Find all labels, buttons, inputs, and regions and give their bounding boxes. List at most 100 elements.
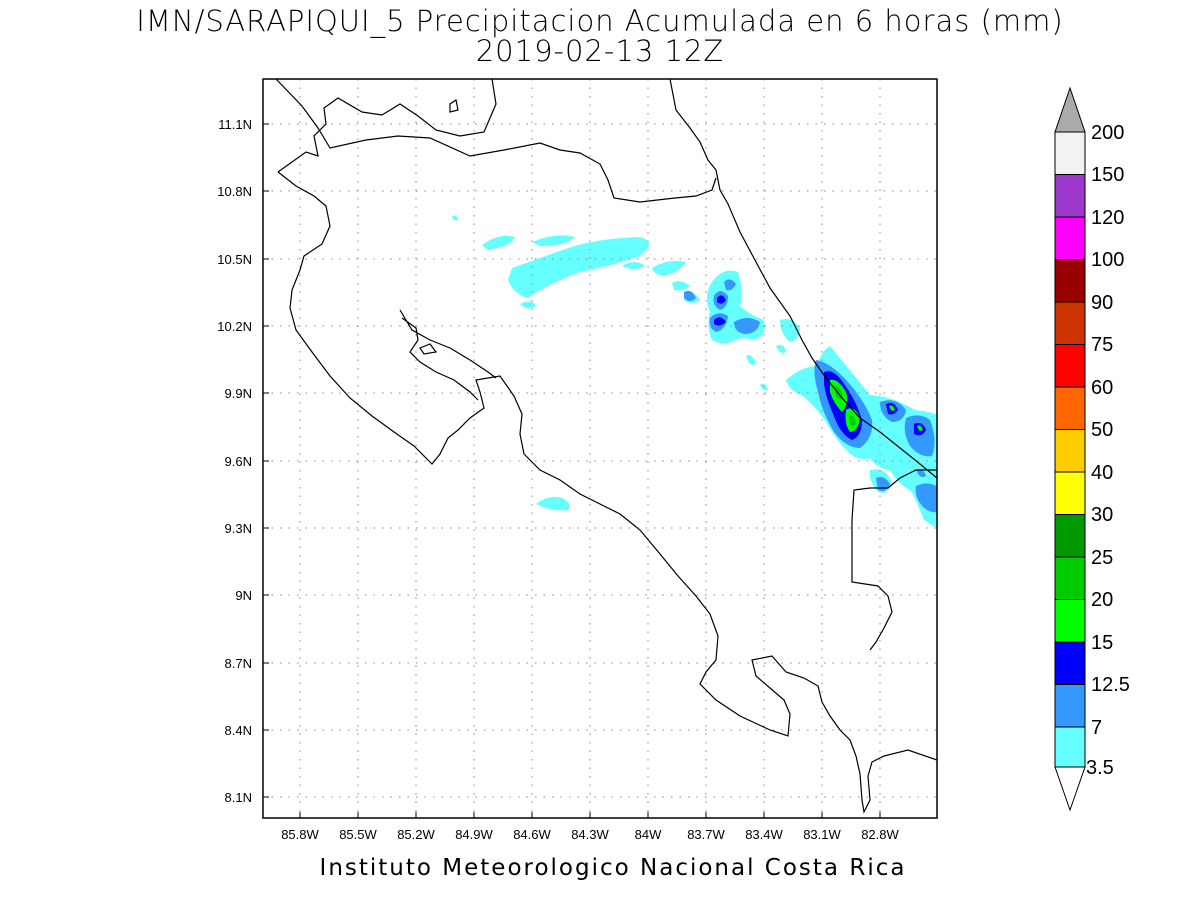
coastlines xyxy=(275,79,937,814)
colorbar-swatch xyxy=(1054,514,1086,558)
lat-label: 9.6N xyxy=(225,454,252,469)
colorbar-label: 50 xyxy=(1091,419,1113,441)
colorbar-swatch xyxy=(1054,429,1086,473)
map-title: IMN/SARAPIQUI_5 Precipitacion Acumulada … xyxy=(136,4,1064,38)
colorbar-swatch xyxy=(1054,599,1086,643)
colorbar-label: 200 xyxy=(1091,122,1124,144)
colorbar-label: 40 xyxy=(1091,462,1113,484)
lon-labels: 85.8W 85.5W 85.2W 84.9W 84.6W 84.3W 84W … xyxy=(281,827,899,842)
lat-label: 10.8N xyxy=(217,184,252,199)
lat-labels: 11.1N 10.8N 10.5N 10.2N 9.9N 9.6N 9.3N 9… xyxy=(217,117,252,805)
lon-label: 85.8W xyxy=(281,827,319,842)
precip-area xyxy=(482,235,515,250)
coastline-inner-gulf xyxy=(399,309,497,379)
colorbar-label: 100 xyxy=(1091,249,1124,271)
precip-area xyxy=(746,355,756,365)
lat-label: 9.9N xyxy=(225,386,252,401)
colorbar-top-arrow xyxy=(1054,86,1086,133)
island xyxy=(449,99,459,113)
colorbar-label: 20 xyxy=(1091,589,1113,611)
lat-label: 9.3N xyxy=(225,521,252,536)
precip-3-5mm xyxy=(452,215,937,528)
colorbar-swatch xyxy=(1054,259,1086,303)
precip-area xyxy=(904,415,935,457)
precip-area xyxy=(520,301,536,309)
precip-area xyxy=(889,405,895,411)
colorbar-labels: 200 150 120 100 90 75 60 50 40 30 25 20 … xyxy=(1086,122,1130,779)
precip-field xyxy=(452,215,937,528)
lon-label: 82.8W xyxy=(861,827,899,842)
precip-area xyxy=(652,260,686,276)
precip-area xyxy=(915,483,937,513)
map-gridlines xyxy=(263,79,937,818)
precip-area xyxy=(849,415,856,426)
colorbar-label: 15 xyxy=(1091,632,1113,654)
lon-label: 83.4W xyxy=(745,827,783,842)
precip-area xyxy=(684,290,696,301)
colorbar-label: 7 xyxy=(1091,717,1102,739)
colorbar-swatch xyxy=(1054,684,1086,728)
precip-area xyxy=(672,281,690,291)
colorbar-label: 60 xyxy=(1091,377,1113,399)
colorbar-swatch xyxy=(1054,386,1086,430)
precip-area xyxy=(452,215,458,221)
coastline-inner-nicoya xyxy=(401,317,479,401)
map-datetime: 2019-02-13 12Z xyxy=(475,34,725,68)
lat-label: 10.2N xyxy=(217,319,252,334)
footer-credit: Instituto Meteorologico Nacional Costa R… xyxy=(319,855,907,881)
precip-area xyxy=(917,425,923,431)
colorbar-label: 90 xyxy=(1091,292,1113,314)
colorbar-swatch xyxy=(1054,131,1086,175)
lat-label: 10.5N xyxy=(217,252,252,267)
colorbar-label: 3.5 xyxy=(1086,757,1114,779)
lon-label: 83.7W xyxy=(687,827,725,842)
precip-area xyxy=(724,279,736,291)
precip-area xyxy=(916,469,926,478)
lon-label: 85.5W xyxy=(339,827,377,842)
colorbar-swatch xyxy=(1054,174,1086,218)
colorbar-label: 30 xyxy=(1091,504,1113,526)
colorbar-swatch xyxy=(1054,216,1086,260)
colorbar-label: 120 xyxy=(1091,207,1124,229)
colorbar-label: 25 xyxy=(1091,547,1113,569)
lon-label: 85.2W xyxy=(397,827,435,842)
lon-label: 83.1W xyxy=(803,827,841,842)
lat-label: 8.4N xyxy=(225,723,252,738)
lon-label: 84W xyxy=(635,827,662,842)
precip-area xyxy=(532,235,575,246)
lat-label: 8.1N xyxy=(225,790,252,805)
lat-label: 11.1N xyxy=(218,117,252,132)
colorbar-swatch xyxy=(1054,556,1086,600)
precip-area xyxy=(714,317,726,326)
colorbar-swatch xyxy=(1054,301,1086,345)
coastline-pacific-north xyxy=(277,79,497,173)
precip-area xyxy=(508,237,649,298)
colorbar-swatch xyxy=(1054,344,1086,388)
map-frame xyxy=(262,78,938,819)
lon-label: 84.9W xyxy=(455,827,493,842)
precip-area xyxy=(622,262,645,269)
lat-label: 8.7N xyxy=(225,656,252,671)
precip-area xyxy=(717,295,726,304)
lat-label: 9N xyxy=(235,588,252,603)
lon-label: 84.3W xyxy=(571,827,609,842)
colorbar-swatch xyxy=(1054,726,1086,768)
precip-area xyxy=(536,496,570,511)
colorbar-label: 75 xyxy=(1091,334,1113,356)
island xyxy=(419,343,438,355)
colorbar xyxy=(1054,86,1086,812)
precip-area xyxy=(707,270,765,344)
nicaragua-border xyxy=(275,79,717,203)
axis-ticks xyxy=(263,123,881,818)
lon-label: 84.6W xyxy=(513,827,551,842)
colorbar-swatch xyxy=(1054,471,1086,515)
coastline-nicoya xyxy=(277,171,937,814)
panama-border xyxy=(851,469,937,651)
precip-area xyxy=(776,344,786,354)
colorbar-swatch xyxy=(1054,641,1086,685)
precip-area xyxy=(760,383,768,391)
coastline-caribbean-north xyxy=(669,79,937,479)
colorbar-label: 12.5 xyxy=(1091,674,1130,696)
precip-area xyxy=(734,318,760,334)
